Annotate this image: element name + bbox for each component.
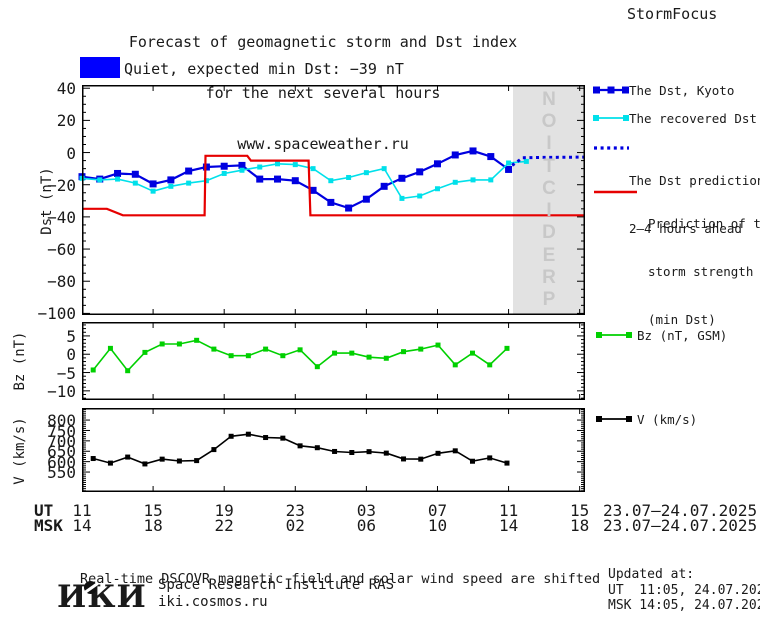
y-tick-label: 650 bbox=[47, 442, 76, 462]
legend-sample-bz bbox=[596, 332, 632, 338]
v-panel bbox=[82, 408, 585, 492]
legend-sample-v bbox=[596, 416, 632, 422]
iki-logo: ИКИ bbox=[57, 579, 147, 615]
updated-at-label: Updated at: bbox=[608, 567, 695, 582]
x-tick-label: 14 bbox=[498, 516, 519, 535]
x-tick-label: 22 bbox=[214, 516, 234, 535]
legend-sample-recovered bbox=[593, 115, 629, 121]
legend-sample-prediction bbox=[594, 146, 629, 150]
x-tick-label: 15 bbox=[143, 501, 163, 520]
y-tick-label: 750 bbox=[47, 421, 76, 441]
legend-sample-strength bbox=[594, 190, 637, 194]
legend-strength-label: Prediction of the storm strength (min Ds… bbox=[648, 216, 760, 327]
x-tick-label: 11 bbox=[498, 501, 519, 520]
spaceweather-link[interactable]: www.spaceweather.ru bbox=[237, 135, 409, 153]
x-tick-label: 18 bbox=[143, 516, 163, 535]
legend-prediction-label: The Dst prediction 2–4 hours ahead bbox=[629, 173, 760, 236]
x-tick-label: 15 bbox=[570, 501, 590, 520]
msk-date-range: 23.07–24.07.2025 bbox=[603, 516, 758, 535]
legend-bz-label: Bz (nT, GSM) bbox=[637, 328, 728, 343]
y-tick-label: −80 bbox=[47, 272, 76, 292]
legend-kyoto-label: The Dst, Kyoto bbox=[629, 83, 735, 98]
x-tick-label: 18 bbox=[570, 516, 590, 535]
ut-row-label: UT bbox=[34, 501, 54, 520]
title-line1: Forecast of geomagnetic storm and Dst in… bbox=[128, 33, 518, 51]
x-tick-label: 19 bbox=[214, 501, 234, 520]
y-tick-label: 600 bbox=[47, 452, 76, 472]
y-tick-label: 20 bbox=[56, 111, 76, 131]
msk-row-label: MSK bbox=[34, 516, 63, 535]
x-tick-label: 14 bbox=[72, 516, 92, 535]
ut-date-range: 23.07–24.07.2025 bbox=[603, 501, 758, 520]
institute-site-link[interactable]: iki.cosmos.ru bbox=[158, 594, 268, 610]
y-tick-label: −60 bbox=[47, 240, 76, 260]
y-tick-label: 40 bbox=[56, 79, 76, 99]
x-tick-label: 11 bbox=[72, 501, 92, 520]
y-tick-label: −40 bbox=[47, 207, 76, 227]
legend-sample-kyoto bbox=[593, 86, 629, 94]
bz-panel bbox=[82, 322, 585, 400]
y-tick-label: 800 bbox=[47, 411, 76, 431]
legend-v-label: V (km/s) bbox=[637, 412, 698, 427]
y-tick-label: 700 bbox=[47, 431, 76, 451]
legend-recovered-label: The recovered Dst bbox=[629, 111, 757, 126]
y-tick-label: 550 bbox=[47, 463, 76, 482]
x-tick-label: 10 bbox=[427, 516, 448, 535]
y-tick-label: −5 bbox=[56, 363, 76, 383]
updated-ut: UT 11:05, 24.07.2025 bbox=[608, 583, 760, 598]
institute-name: Space Research Institute RAS bbox=[158, 577, 395, 593]
y-tick-label: −10 bbox=[47, 381, 76, 401]
dst-panel bbox=[78, 85, 586, 315]
x-tick-label: 07 bbox=[427, 501, 448, 520]
storm-level-swatch bbox=[80, 57, 120, 78]
page-title: Forecast of geomagnetic storm and Dst in… bbox=[0, 0, 646, 187]
x-tick-label: 02 bbox=[285, 516, 305, 535]
y-tick-label: 0 bbox=[66, 143, 76, 163]
y-tick-label: 0 bbox=[66, 345, 76, 365]
dst-axis-title: Dst (nT) bbox=[39, 167, 55, 235]
status-text: Quiet, expected min Dst: −39 nT bbox=[124, 60, 404, 78]
y-tick-label: 5 bbox=[66, 326, 76, 346]
x-tick-label: 03 bbox=[356, 501, 377, 520]
brand-label: StormFocus bbox=[627, 5, 718, 23]
updated-msk: MSK 14:05, 24.07.2025 bbox=[608, 598, 760, 613]
title-line2: for the next several hours bbox=[205, 84, 441, 102]
y-tick-label: −100 bbox=[37, 304, 76, 324]
y-tick-label: −20 bbox=[47, 175, 76, 195]
x-tick-label: 06 bbox=[356, 516, 377, 535]
x-tick-label: 23 bbox=[285, 501, 305, 520]
